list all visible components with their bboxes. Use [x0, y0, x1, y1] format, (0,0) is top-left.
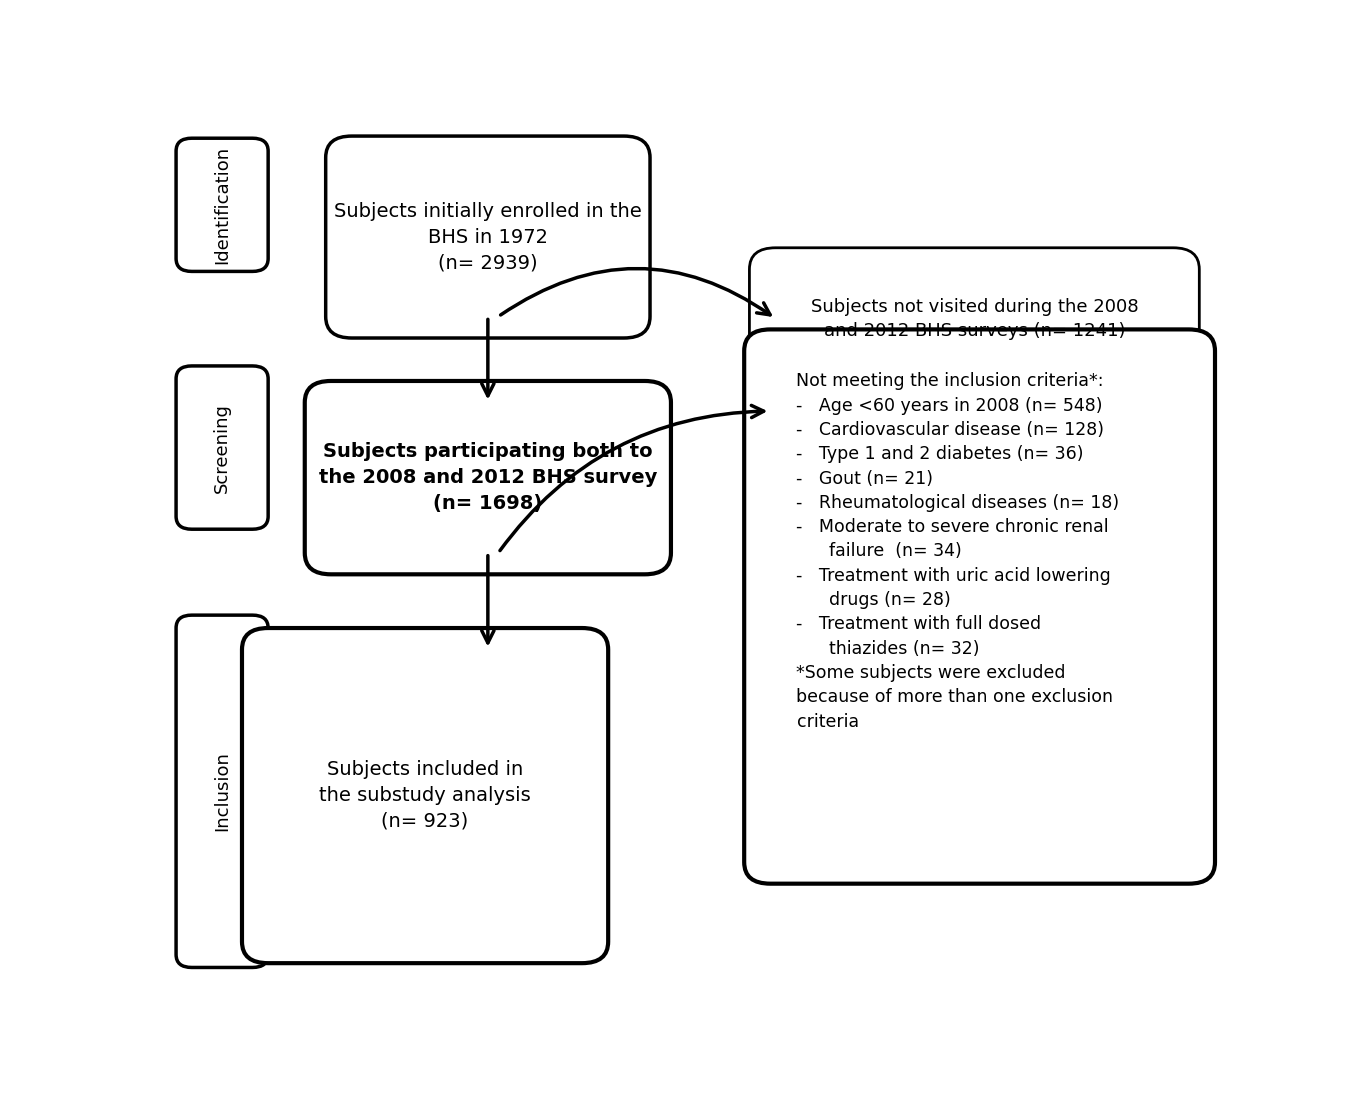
FancyBboxPatch shape — [176, 138, 269, 271]
FancyBboxPatch shape — [744, 329, 1215, 884]
Text: Subjects not visited during the 2008
and 2012 BHS surveys (n= 1241): Subjects not visited during the 2008 and… — [810, 298, 1138, 340]
Text: Not meeting the inclusion criteria*:
-   Age <60 years in 2008 (n= 548)
-   Card: Not meeting the inclusion criteria*: - A… — [796, 373, 1119, 731]
Text: Subjects participating both to
the 2008 and 2012 BHS survey
(n= 1698): Subjects participating both to the 2008 … — [319, 442, 657, 513]
Text: Inclusion: Inclusion — [213, 751, 231, 831]
Text: Subjects initially enrolled in the
BHS in 1972
(n= 2939): Subjects initially enrolled in the BHS i… — [333, 202, 641, 272]
FancyBboxPatch shape — [176, 615, 269, 968]
FancyBboxPatch shape — [749, 248, 1199, 389]
FancyBboxPatch shape — [176, 366, 269, 529]
FancyBboxPatch shape — [242, 628, 608, 963]
Text: Identification: Identification — [213, 146, 231, 263]
FancyBboxPatch shape — [325, 136, 651, 338]
FancyBboxPatch shape — [305, 381, 671, 575]
Text: Screening: Screening — [213, 403, 231, 492]
Text: Subjects included in
the substudy analysis
(n= 923): Subjects included in the substudy analys… — [319, 760, 531, 830]
